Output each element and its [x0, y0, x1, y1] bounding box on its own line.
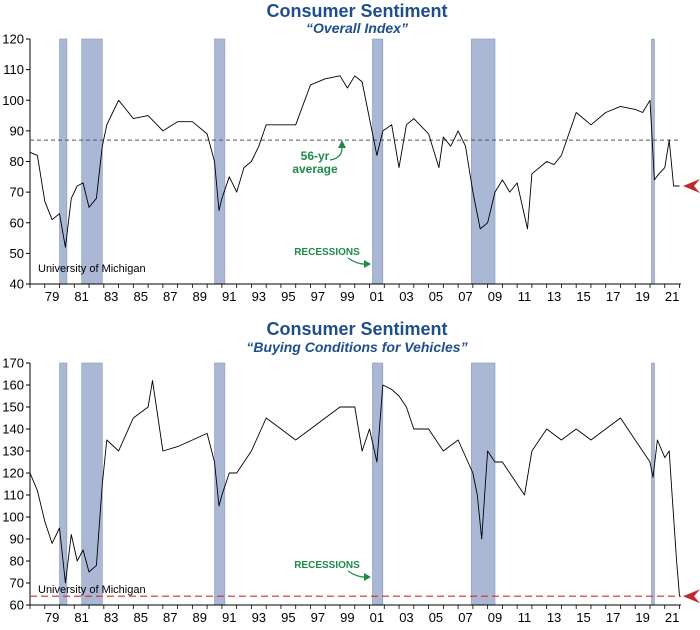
chart1-x-tick-label: 15 — [576, 289, 590, 304]
chart2-x-tick-label: 17 — [606, 610, 620, 625]
chart2-y-tick-label: 60 — [10, 598, 24, 613]
chart1-subtitle: “Overall Index” — [306, 20, 408, 36]
chart2-y-tick-label: 110 — [3, 488, 24, 503]
chart1-x-tick-label: 81 — [74, 289, 88, 304]
chart2-x-tick-label: 97 — [311, 610, 325, 625]
chart1-x-tick-label: 13 — [547, 289, 561, 304]
chart1-y-tick-label: 120 — [2, 32, 24, 47]
chart1-x-tick-label: 85 — [133, 289, 147, 304]
chart2-x-tick-label: 13 — [547, 610, 561, 625]
chart2-x-tick-label: 15 — [576, 610, 590, 625]
chart1-x-tick-label: 07 — [458, 289, 472, 304]
chart2-y-tick-label: 120 — [2, 466, 24, 481]
chart1-average-label-line2: average — [292, 162, 338, 176]
chart2-y-tick-label: 140 — [2, 422, 24, 437]
chart1-recession-band — [81, 38, 103, 285]
chart2-x-tick-label: 91 — [222, 610, 236, 625]
chart2-y-tick-label: 80 — [10, 554, 24, 569]
chart2-x-tick-label: 09 — [488, 610, 502, 625]
chart2-x-tick-label: 79 — [45, 610, 59, 625]
chart2-x-tick-label: 83 — [104, 610, 118, 625]
chart2-x-tick-label: 05 — [429, 610, 443, 625]
chart1-x-tick-label: 83 — [104, 289, 118, 304]
chart2-recession-band — [214, 362, 226, 606]
chart2-x-tick-label: 89 — [193, 610, 207, 625]
chart1-x-tick-label: 05 — [429, 289, 443, 304]
chart1-average-label-line1: 56-yr — [301, 149, 330, 163]
chart1-y-tick-label: 110 — [3, 62, 24, 77]
chart2-y-tick-label: 170 — [2, 356, 24, 371]
chart2-x-tick-label: 95 — [281, 610, 295, 625]
chart1-y-tick-label: 70 — [10, 185, 24, 200]
chart1-average-arrow — [329, 145, 343, 161]
chart1-x-tick-label: 21 — [665, 289, 679, 304]
chart2-x-tick-label: 19 — [635, 610, 649, 625]
chart1-average-arrowhead — [338, 140, 346, 148]
chart1-x-tick-label: 03 — [399, 289, 413, 304]
chart2-source-label: University of Michigan — [38, 584, 146, 596]
chart1-current-marker — [683, 179, 700, 193]
chart2-x-tick-label: 87 — [163, 610, 177, 625]
chart1-x-tick-label: 79 — [45, 289, 59, 304]
chart2-recession-band — [651, 362, 655, 606]
chart1-y-tick-label: 90 — [10, 123, 24, 138]
chart2-title: Consumer Sentiment — [266, 319, 447, 339]
chart2-x-tick-label: 93 — [252, 610, 266, 625]
chart1-y-tick-label: 60 — [10, 215, 24, 230]
chart2-recessions-label: RECESSIONS — [294, 560, 360, 571]
chart2-x-tick-label: 01 — [370, 610, 384, 625]
chart2-y-tick-label: 90 — [10, 532, 24, 547]
chart2-x-tick-label: 85 — [133, 610, 147, 625]
chart2-x-tick-label: 03 — [399, 610, 413, 625]
chart1-recessions-arrowhead — [364, 260, 371, 268]
chart1-y-tick-label: 50 — [10, 246, 24, 261]
chart1-source-label: University of Michigan — [38, 263, 146, 275]
chart2-recessions-arrowhead — [364, 573, 371, 581]
chart1-x-tick-label: 97 — [311, 289, 325, 304]
chart1-recessions-label: RECESSIONS — [294, 247, 360, 258]
chart1-x-tick-label: 95 — [281, 289, 295, 304]
chart2-series-line — [29, 380, 680, 597]
chart2-current-marker — [683, 589, 700, 604]
chart2-x-tick-label: 11 — [518, 610, 532, 625]
chart1-x-tick-label: 19 — [635, 289, 649, 304]
chart2-y-tick-label: 100 — [2, 510, 24, 525]
chart1-title: Consumer Sentiment — [266, 1, 447, 21]
chart2-y-tick-label: 160 — [2, 378, 24, 393]
chart2-x-tick-label: 21 — [665, 610, 679, 625]
chart1-recession-band — [471, 38, 496, 285]
chart2-y-tick-label: 70 — [10, 576, 24, 591]
chart1-x-tick-label: 09 — [488, 289, 502, 304]
chart2-plot: 60 70 80 90 100 110 120 130 140 150 160 170 79 81 83 85… — [2, 356, 700, 625]
chart1-y-tick-label: 40 — [10, 277, 24, 292]
chart2-recession-band — [81, 362, 103, 606]
chart1-y-tick-label: 80 — [10, 154, 24, 169]
chart2-recession-band — [59, 362, 68, 606]
chart2-x-tick-label: 81 — [74, 610, 88, 625]
chart2-y-tick-label: 130 — [2, 444, 24, 459]
chart1-y-tick-label: 100 — [2, 93, 24, 108]
chart1-x-tick-label: 89 — [193, 289, 207, 304]
chart1-x-tick-label: 11 — [518, 289, 532, 304]
chart2-x-tick-label: 07 — [458, 610, 472, 625]
chart1-recession-band — [372, 38, 384, 285]
chart1-x-tick-label: 99 — [340, 289, 354, 304]
chart1-x-tick-label: 87 — [163, 289, 177, 304]
chart1-recession-band — [214, 38, 226, 285]
chart1-x-tick-label: 93 — [252, 289, 266, 304]
chart2-x-tick-label: 99 — [340, 610, 354, 625]
chart1-series-line — [29, 75, 680, 248]
chart1-x-tick-label: 91 — [222, 289, 236, 304]
chart2-y-tick-label: 150 — [2, 400, 24, 415]
chart1-plot: 40 50 60 70 80 90 100 110 120 79 81 83 85 87 89 91 93 95 9… — [2, 32, 700, 304]
chart1-x-tick-label: 17 — [606, 289, 620, 304]
chart2-subtitle: “Buying Conditions for Vehicles” — [246, 339, 467, 355]
chart1-x-tick-label: 01 — [370, 289, 384, 304]
